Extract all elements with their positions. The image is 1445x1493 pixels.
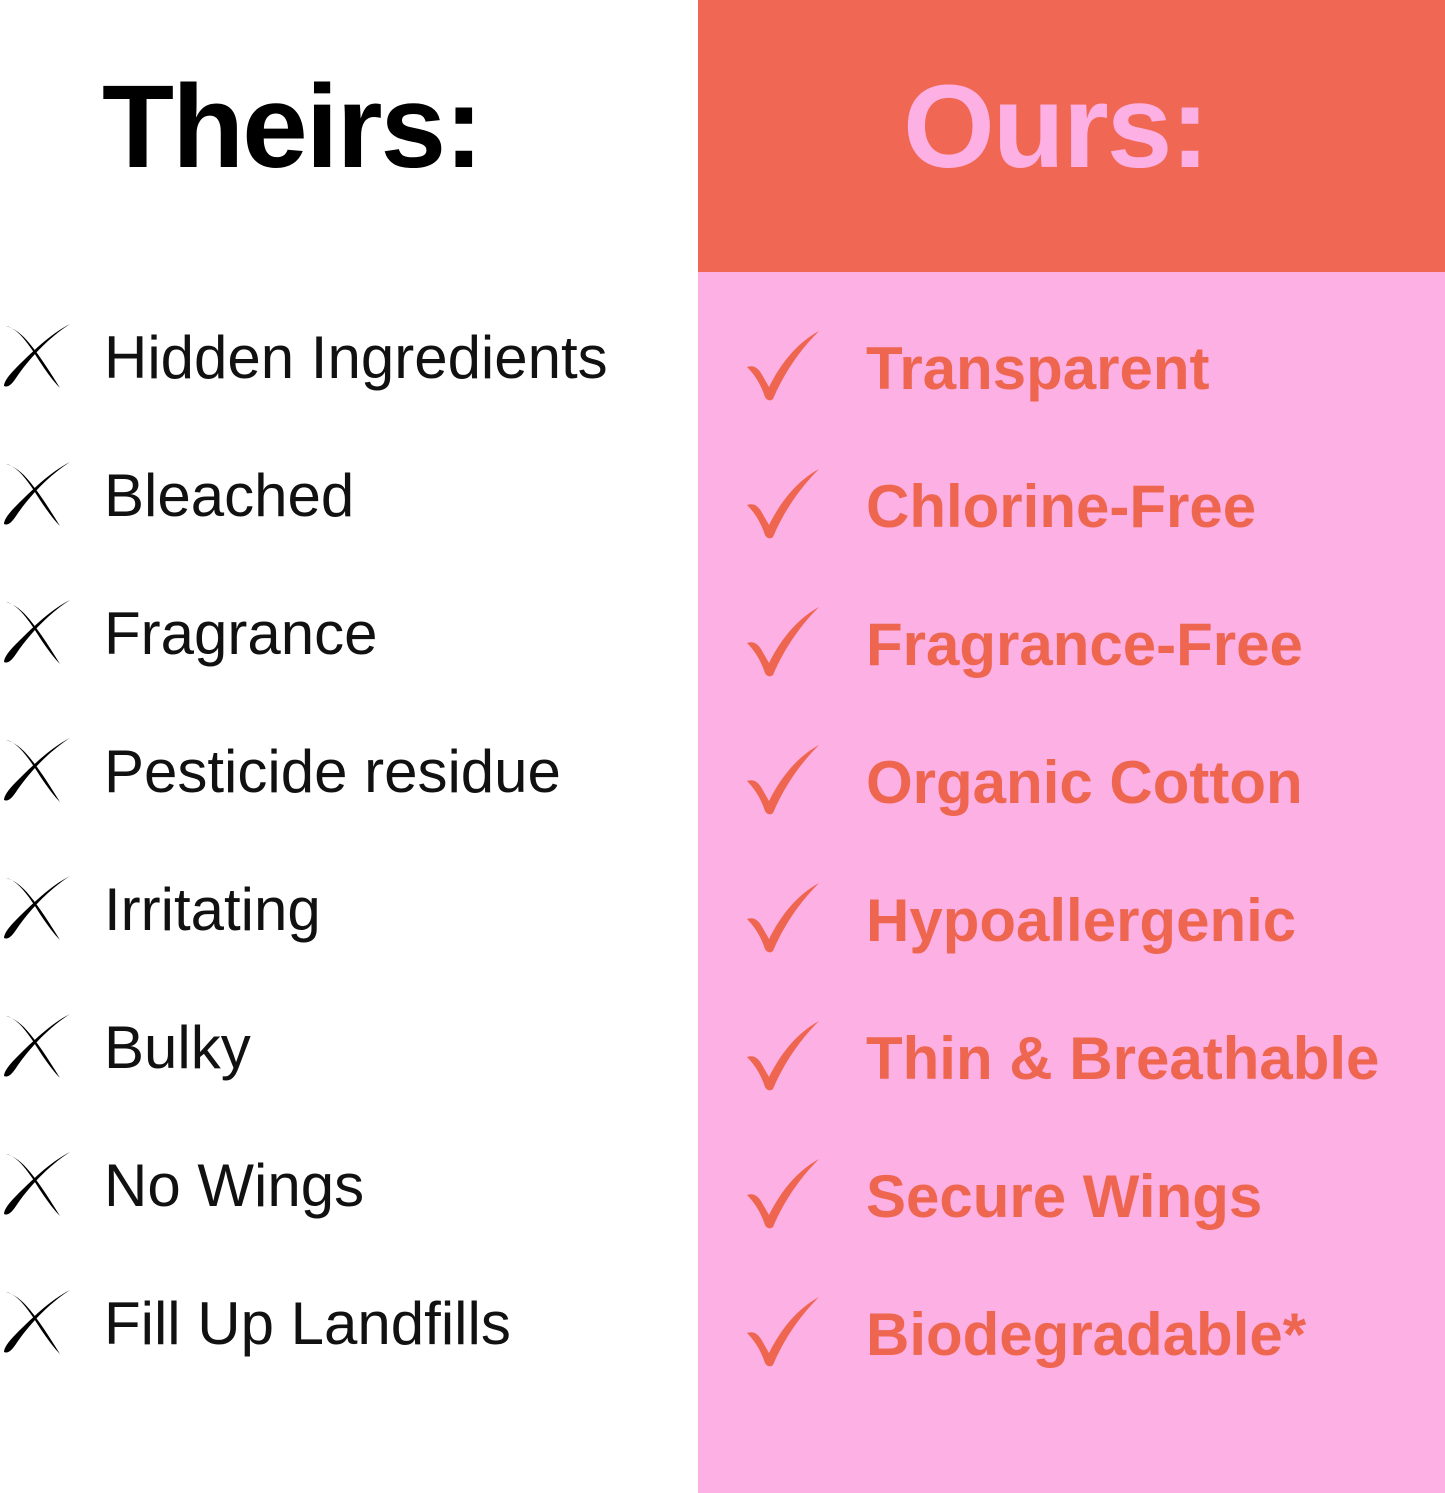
- theirs-item: Fragrance: [0, 593, 377, 673]
- ours-item-label: Transparent: [866, 334, 1210, 402]
- x-mark-icon: [0, 598, 72, 669]
- ours-column: Ours:: [698, 0, 1445, 1493]
- checkmark-icon: [745, 330, 821, 406]
- theirs-item: No Wings: [0, 1145, 364, 1225]
- ours-item-label: Secure Wings: [866, 1162, 1263, 1230]
- ours-item: Chlorine-Free: [745, 466, 1256, 546]
- ours-item-label: Biodegradable*: [866, 1300, 1307, 1368]
- checkmark-icon: [745, 882, 821, 958]
- theirs-item: Fill Up Landfills: [0, 1283, 511, 1363]
- theirs-item: Bleached: [0, 455, 354, 535]
- x-mark-icon: [0, 736, 72, 807]
- ours-item: Thin & Breathable: [745, 1018, 1379, 1098]
- ours-item: Biodegradable*: [745, 1294, 1306, 1374]
- checkmark-icon: [745, 606, 821, 682]
- x-mark-icon: [0, 1012, 72, 1083]
- theirs-item-label: Bleached: [104, 461, 355, 529]
- x-mark-icon: [0, 874, 72, 945]
- checkmark-icon: [745, 1020, 821, 1096]
- theirs-item-label: Fragrance: [104, 599, 378, 667]
- x-mark-icon: [0, 322, 72, 393]
- theirs-item-label: Irritating: [104, 875, 321, 943]
- ours-item-label: Fragrance-Free: [866, 610, 1303, 678]
- ours-item: Fragrance-Free: [745, 604, 1303, 684]
- checkmark-icon: [745, 744, 821, 820]
- checkmark-icon: [745, 1296, 821, 1372]
- ours-item-label: Organic Cotton: [866, 748, 1303, 816]
- ours-item: Hypoallergenic: [745, 880, 1296, 960]
- theirs-item-label: No Wings: [104, 1151, 365, 1219]
- theirs-item-label: Pesticide residue: [104, 737, 561, 805]
- x-mark-icon: [0, 460, 72, 531]
- theirs-item-label: Hidden Ingredients: [104, 323, 608, 391]
- theirs-title: Theirs:: [102, 61, 483, 193]
- ours-item-label: Hypoallergenic: [866, 886, 1297, 954]
- ours-item: Secure Wings: [745, 1156, 1262, 1236]
- theirs-item-label: Bulky: [104, 1013, 251, 1081]
- theirs-item: Pesticide residue: [0, 731, 561, 811]
- theirs-item-label: Fill Up Landfills: [104, 1289, 511, 1357]
- theirs-item: Bulky: [0, 1007, 251, 1087]
- checkmark-icon: [745, 468, 821, 544]
- ours-item-label: Chlorine-Free: [866, 472, 1257, 540]
- theirs-item: Hidden Ingredients: [0, 317, 608, 397]
- x-mark-icon: [0, 1288, 72, 1359]
- ours-item: Organic Cotton: [745, 742, 1303, 822]
- ours-title: Ours:: [903, 61, 1210, 193]
- x-mark-icon: [0, 1150, 72, 1221]
- ours-item: Transparent: [745, 328, 1209, 408]
- ours-item-label: Thin & Breathable: [866, 1024, 1380, 1092]
- ours-header: Ours:: [698, 0, 1445, 272]
- theirs-column: Theirs: Hidden Ingredients Bleached Fragra…: [0, 0, 698, 1493]
- checkmark-icon: [745, 1158, 821, 1234]
- theirs-item: Irritating: [0, 869, 321, 949]
